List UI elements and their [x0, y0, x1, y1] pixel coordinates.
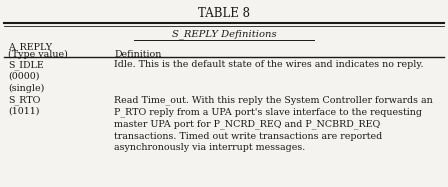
Text: Idle. This is the default state of the wires and indicates no reply.: Idle. This is the default state of the w…	[114, 60, 424, 69]
Text: S_IDLE: S_IDLE	[8, 60, 44, 70]
Text: A_REPLY: A_REPLY	[8, 43, 52, 52]
Text: S_REPLY Definitions: S_REPLY Definitions	[172, 29, 276, 39]
Text: (Type value): (Type value)	[8, 50, 68, 59]
Text: (0000): (0000)	[8, 72, 39, 81]
Text: Definition: Definition	[114, 50, 162, 59]
Text: Read Time_out. With this reply the System Controller forwards an
P_RTO reply fro: Read Time_out. With this reply the Syste…	[114, 95, 433, 152]
Text: TABLE 8: TABLE 8	[198, 7, 250, 20]
Text: (1011): (1011)	[8, 107, 39, 116]
Text: (single): (single)	[8, 84, 44, 93]
Text: S_RTO: S_RTO	[8, 95, 40, 105]
